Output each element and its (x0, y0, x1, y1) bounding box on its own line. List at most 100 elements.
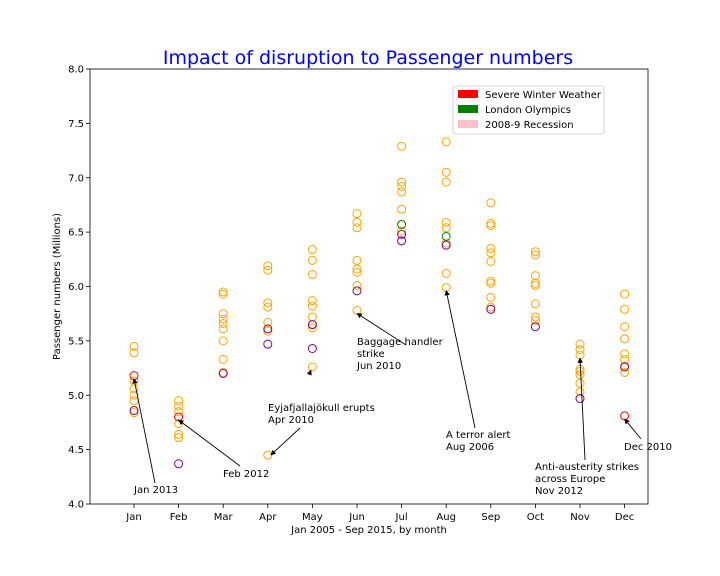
data-point (263, 326, 273, 336)
data-point (486, 302, 496, 312)
data-point (397, 141, 407, 151)
legend-swatch (458, 90, 478, 98)
annotation-label: A terror alert Aug 2006 (446, 430, 510, 453)
data-point (263, 302, 273, 312)
annotation: Jan 2013 (132, 378, 178, 496)
data-point (218, 369, 228, 378)
data-point (129, 408, 139, 418)
data-point (307, 245, 317, 255)
data-points (129, 137, 630, 469)
data-point (129, 405, 139, 415)
data-point (352, 223, 362, 233)
annotation: Baggage handler strike Jun 2010 (356, 313, 444, 372)
data-point (441, 167, 451, 177)
x-axis: Jan Feb Mar Apr May Jun Jul Aug Sep Oct Nov Dec (125, 504, 634, 523)
legend-box (452, 85, 605, 135)
annotation-arrow (624, 418, 642, 440)
data-point (397, 187, 407, 197)
data-point (441, 240, 451, 250)
data-point (530, 278, 540, 288)
data-point (397, 177, 407, 187)
data-point (575, 339, 585, 349)
x-tick-label: Sep (481, 512, 500, 523)
data-point (307, 362, 317, 372)
data-point (486, 218, 496, 228)
annotation-arrow (132, 378, 156, 484)
data-point (263, 261, 273, 271)
data-point (575, 345, 585, 355)
y-tick-label: 4.5 (68, 445, 84, 456)
data-point (530, 312, 540, 322)
annotation: Anti-austerity strikes across Europe Nov 2… (535, 357, 639, 497)
data-point (441, 223, 451, 233)
data-point (129, 390, 139, 400)
data-point (174, 429, 184, 439)
data-point (218, 336, 228, 346)
data-point (352, 286, 362, 296)
x-tick-label: Dec (615, 512, 634, 523)
annotation-line: Aug 2006 (446, 442, 494, 453)
data-point (174, 407, 184, 417)
x-tick-label: Aug (436, 512, 456, 523)
x-tick-label: Feb (170, 512, 188, 523)
chart-title: Impact of disruption to Passenger number… (163, 47, 573, 69)
annotation-arrow (577, 357, 586, 461)
data-point (218, 314, 228, 324)
data-point (441, 231, 451, 241)
data-point (575, 370, 585, 380)
annotation-label: Jan 2013 (133, 485, 178, 496)
data-point (263, 339, 273, 349)
annotation-line: strike (357, 349, 385, 360)
data-point (129, 341, 139, 351)
data-point (620, 367, 630, 377)
annotation-label: Eyjafjallajökull erupts Apr 2010 (268, 403, 375, 426)
annotation-label: Dec 2010 (624, 442, 672, 453)
data-point (620, 304, 630, 314)
annotation-arrow (356, 313, 407, 346)
data-point (174, 401, 184, 411)
annotation-line: Anti-austerity strikes (535, 462, 639, 473)
data-point (397, 236, 407, 246)
data-point (352, 264, 362, 274)
annotation-label: Anti-austerity strikes across Europe Nov 2… (535, 462, 639, 497)
data-point (530, 247, 540, 257)
data-point (397, 181, 407, 191)
data-point (307, 296, 317, 306)
x-tick-label: Mar (214, 512, 234, 523)
x-axis-label: Jan 2005 - Sep 2015, by month (290, 525, 447, 536)
data-point (307, 343, 317, 353)
data-point (620, 334, 630, 344)
data-point (397, 226, 407, 236)
annotation-line: across Europe (535, 474, 605, 485)
data-point (620, 289, 630, 299)
data-point (174, 459, 184, 469)
legend-label: 2008-9 Recession (485, 120, 574, 131)
y-axis-label: Passenger numbers (Millions) (52, 213, 63, 360)
data-point (218, 318, 228, 328)
annotation-line: Baggage handler (357, 337, 444, 348)
data-point (530, 299, 540, 309)
x-tick-label: Jun (348, 512, 365, 523)
data-point (218, 309, 228, 319)
data-point (575, 394, 585, 404)
data-point (530, 322, 540, 332)
data-point (129, 384, 139, 394)
data-point (575, 366, 585, 376)
data-point (263, 265, 273, 275)
data-point (218, 354, 228, 364)
data-point (486, 304, 496, 314)
y-tick-label: 8.0 (68, 65, 84, 76)
data-point (174, 396, 184, 406)
data-point (441, 217, 451, 227)
legend-swatch (458, 120, 478, 128)
data-point (397, 229, 407, 239)
annotation-arrow (178, 419, 241, 467)
y-tick-label: 4.0 (68, 500, 84, 511)
x-tick-label: May (302, 512, 323, 523)
annotation-arrow (306, 369, 312, 376)
data-point (218, 289, 228, 299)
data-point (530, 315, 540, 325)
data-point (352, 280, 362, 290)
